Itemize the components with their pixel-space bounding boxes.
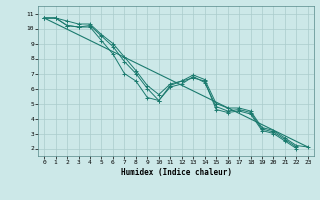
X-axis label: Humidex (Indice chaleur): Humidex (Indice chaleur) <box>121 168 231 177</box>
